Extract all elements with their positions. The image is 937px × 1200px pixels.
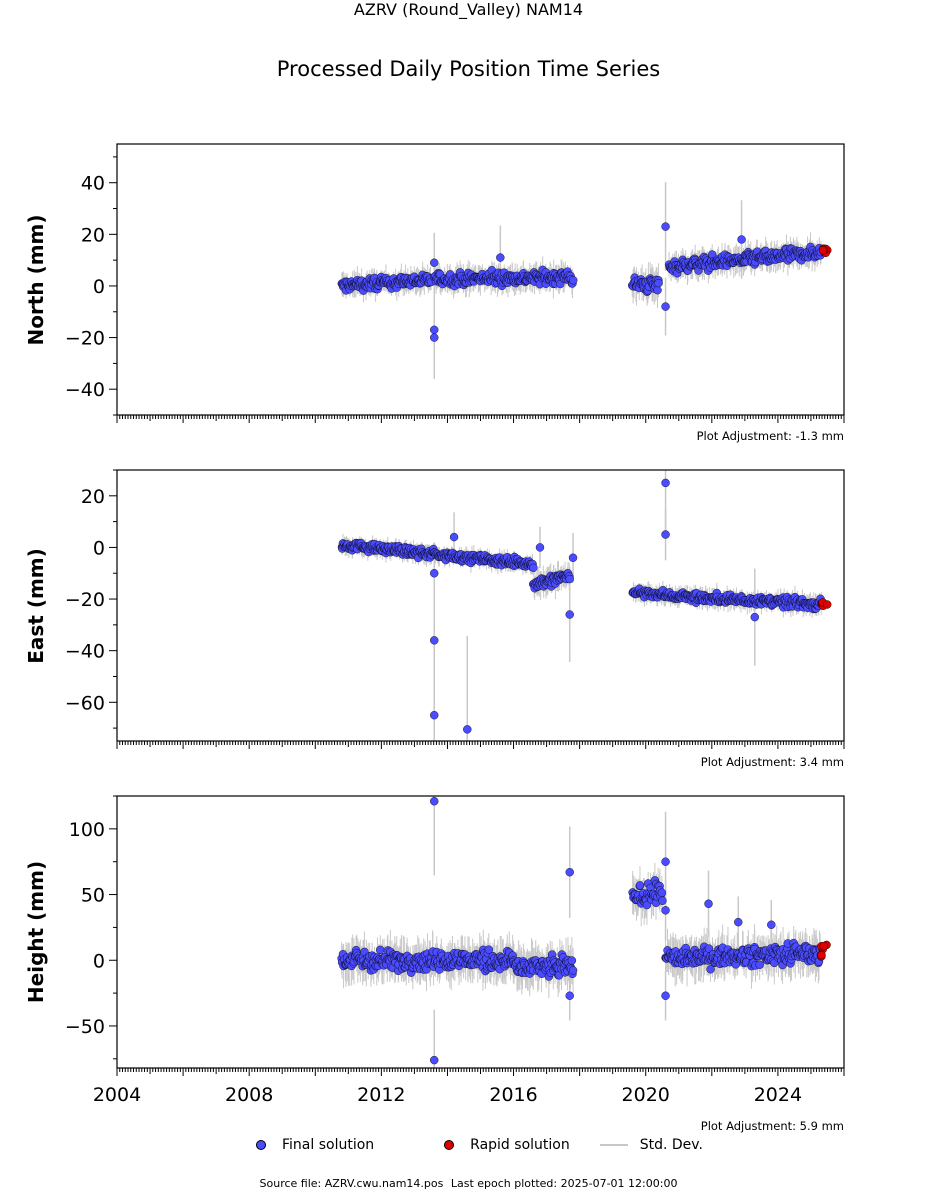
std-dev-marker — [599, 1144, 628, 1146]
legend-final-label: Final solution — [282, 1137, 375, 1153]
y-tick-label: −20 — [65, 328, 105, 350]
final-solution-point — [430, 258, 439, 267]
final-solution-point — [767, 920, 776, 929]
y-tick-label: −40 — [65, 379, 105, 401]
final-solution-point — [430, 569, 439, 578]
x-tick-label: 2004 — [93, 1084, 141, 1106]
final-solution-point — [661, 991, 670, 1000]
y-tick-label: 20 — [81, 486, 105, 508]
final-solution-point — [376, 945, 385, 955]
y-axis-label: North (mm) — [24, 214, 48, 345]
x-tick-label: 2012 — [357, 1084, 405, 1106]
rapid-solution-marker — [444, 1140, 455, 1150]
y-axis-label: East (mm) — [24, 548, 48, 664]
final-solution-point — [449, 532, 459, 542]
y-tick-label: 50 — [81, 885, 105, 907]
legend-rapid-label: Rapid solution — [470, 1137, 570, 1153]
y-tick-label: 20 — [81, 224, 105, 246]
final-solution-point — [430, 636, 439, 645]
final-solution-point — [496, 253, 505, 262]
final-solution-point — [661, 906, 670, 915]
plot-area-1 — [337, 470, 832, 741]
final-solution-point — [484, 945, 494, 954]
y-tick-label: −40 — [65, 641, 105, 663]
final-solution-point — [706, 965, 715, 974]
x-tick-label: 2024 — [754, 1084, 802, 1106]
final-solution-point — [568, 966, 578, 975]
rapid-solution-point — [817, 950, 826, 960]
x-tick-label: 2020 — [622, 1084, 670, 1106]
plot-adjustment-north: Plot Adjustment: -1.3 mm — [696, 429, 844, 443]
final-solution-point — [661, 530, 670, 539]
axes-frame — [116, 795, 845, 1069]
final-solution-point — [565, 991, 574, 1000]
rapid-solution-point — [818, 245, 828, 255]
final-solution-point — [635, 881, 645, 890]
last-epoch: Last epoch plotted: 2025-07-01 12:00:00 — [450, 1177, 678, 1190]
final-solution-point — [734, 917, 743, 927]
final-solution-point — [657, 888, 667, 897]
final-solution-point — [430, 325, 439, 335]
final-solution-point — [529, 563, 538, 573]
final-solution-point — [568, 553, 578, 562]
final-solution-point — [535, 543, 545, 552]
final-solution-point — [565, 574, 574, 584]
final-solution-point — [661, 857, 670, 866]
chart-title: AZRV (Round_Valley) NAM14 — [353, 0, 584, 19]
y-tick-label: 0 — [93, 950, 105, 972]
final-solution-point — [642, 900, 652, 910]
y-tick-label: 40 — [81, 173, 105, 195]
final-solution-point — [661, 302, 670, 311]
x-tick-label: 2008 — [225, 1084, 273, 1106]
final-solution-point — [430, 1055, 439, 1065]
y-tick-label: 0 — [93, 537, 105, 559]
final-solution-point — [654, 278, 663, 288]
final-solution-point — [567, 956, 577, 965]
final-solution-point — [430, 710, 439, 720]
y-tick-label: −50 — [65, 1016, 105, 1038]
legend-std: Std. Dev. — [599, 1137, 703, 1153]
final-solution-point — [661, 222, 670, 231]
final-solution-point — [704, 899, 713, 908]
final-solution-point — [661, 478, 670, 488]
final-solution-point — [430, 797, 439, 806]
y-tick-label: −20 — [65, 589, 105, 611]
y-tick-label: 0 — [93, 276, 105, 298]
final-solution-point — [755, 960, 764, 969]
rapid-solution-point — [823, 600, 832, 609]
legend: Final solution Rapid solution Std. Dev. — [250, 1137, 727, 1153]
y-axis-label: Height (mm) — [24, 861, 48, 1003]
final-solution-point — [737, 235, 746, 244]
plot-area-2 — [337, 796, 831, 1068]
final-solution-point — [463, 725, 472, 734]
rapid-solution-point — [819, 941, 828, 951]
y-tick-label: 100 — [69, 819, 105, 841]
legend-final: Final solution — [250, 1137, 374, 1153]
final-solution-point — [658, 896, 667, 905]
legend-rapid: Rapid solution — [438, 1137, 570, 1153]
plot-area-0 — [337, 182, 832, 379]
chart-subtitle: Processed Daily Position Time Series — [276, 57, 661, 81]
source-footer: Source file: AZRV.cwu.nam14.pos Last epo… — [0, 1177, 937, 1190]
y-tick-label: −60 — [65, 692, 105, 714]
x-tick-label: 2016 — [489, 1084, 537, 1106]
final-solution-point — [569, 276, 578, 285]
final-solution-point — [653, 285, 662, 295]
final-solution-point — [565, 868, 574, 877]
plot-adjustment-east: Plot Adjustment: 3.4 mm — [700, 755, 844, 769]
legend-std-label: Std. Dev. — [639, 1137, 703, 1153]
final-solution-marker — [256, 1140, 266, 1150]
final-solution-point — [430, 333, 439, 342]
final-solution-point — [565, 610, 574, 619]
final-solution-point — [750, 612, 759, 622]
plot-adjustment-height: Plot Adjustment: 5.9 mm — [700, 1119, 844, 1133]
source-file: Source file: AZRV.cwu.nam14.pos — [259, 1177, 444, 1190]
